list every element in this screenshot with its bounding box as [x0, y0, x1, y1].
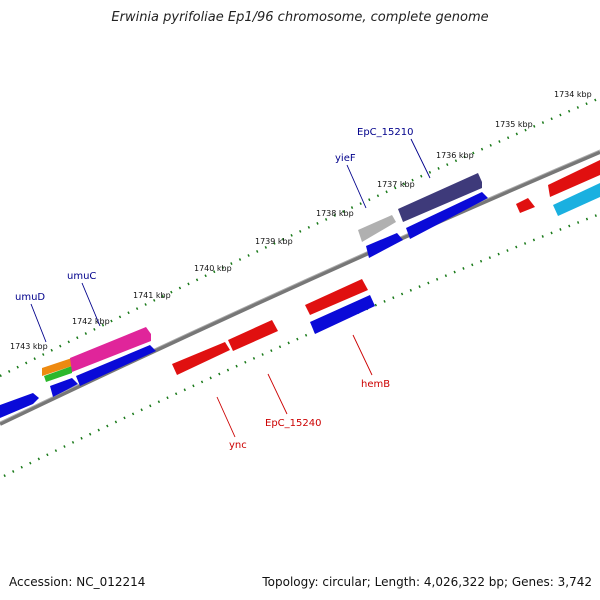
gene-arrow-umuC[interactable]	[70, 327, 151, 372]
gene-label-ync-group: ync	[216, 396, 247, 451]
gene-arrow[interactable]	[0, 393, 39, 418]
tick-label-1734: 1734 kbp	[554, 90, 592, 99]
gene-label-hemB-group: hemB	[352, 334, 390, 390]
forward-genes	[0, 160, 600, 418]
gene-arrow[interactable]	[548, 160, 600, 197]
gene-label-hemB: hemB	[361, 379, 390, 390]
gene-arrow[interactable]	[50, 378, 78, 397]
tick-label-1738: 1738 kbp	[316, 209, 354, 218]
gene-label-yieF: yieF	[335, 153, 356, 164]
gene-arrow-yieF[interactable]	[358, 215, 396, 242]
outer-scale-track	[0, 96, 600, 378]
gene-arrow-ync[interactable]	[172, 342, 230, 375]
gene-label-umuD-group: umuD	[15, 292, 47, 343]
tick-label-1741: 1741 kbp	[133, 291, 171, 300]
gene-arrow[interactable]	[516, 198, 535, 213]
gene-arrow[interactable]	[76, 345, 156, 386]
gene-arrow[interactable]	[366, 233, 403, 258]
tick-label-1736: 1736 kbp	[436, 151, 474, 160]
tick-label-1735: 1735 kbp	[495, 120, 533, 129]
gene-label-umuC: umuC	[67, 271, 96, 282]
chromosome-backbone	[0, 149, 600, 426]
tick-label-1740: 1740 kbp	[194, 264, 232, 273]
inner-scale-track	[3, 212, 600, 478]
tick-label-1737: 1737 kbp	[377, 180, 415, 189]
gene-arrow[interactable]	[406, 192, 488, 239]
gene-label-ync: ync	[229, 440, 247, 451]
tick-label-1742: 1742 kbp	[72, 317, 110, 326]
accession-text: Accession: NC_012214	[9, 575, 146, 589]
map-title: Erwinia pyrifoliae Ep1/96 chromosome, co…	[111, 10, 489, 25]
gene-arrow-EpC_15210[interactable]	[398, 173, 482, 222]
gene-label-umuD: umuD	[15, 292, 45, 303]
gene-arrow-EpC_15240[interactable]	[228, 320, 278, 351]
gene-arrow-umuD[interactable]	[42, 358, 72, 376]
gene-arrow[interactable]	[553, 183, 600, 216]
gene-label-yieF-group: yieF	[335, 153, 367, 209]
gene-arrow[interactable]	[310, 295, 375, 334]
kbp-tick-labels: 1734 kbp 1735 kbp 1736 kbp 1737 kbp 1738…	[10, 90, 592, 351]
gene-arrow[interactable]	[44, 366, 72, 382]
gene-arrow-hemB[interactable]	[305, 279, 368, 315]
gene-label-EpC_15240: EpC_15240	[265, 418, 321, 429]
tick-label-1739: 1739 kbp	[255, 237, 293, 246]
gene-label-EpC_15210-group: EpC_15210	[357, 127, 431, 179]
reverse-genes	[172, 279, 375, 375]
gene-label-EpC_15210: EpC_15210	[357, 127, 413, 138]
gene-label-EpC_15240-group: EpC_15240	[265, 373, 321, 429]
genome-summary-text: Topology: circular; Length: 4,026,322 bp…	[262, 575, 592, 589]
gene-label-umuC-group: umuC	[67, 271, 101, 327]
tick-label-1743: 1743 kbp	[10, 342, 48, 351]
